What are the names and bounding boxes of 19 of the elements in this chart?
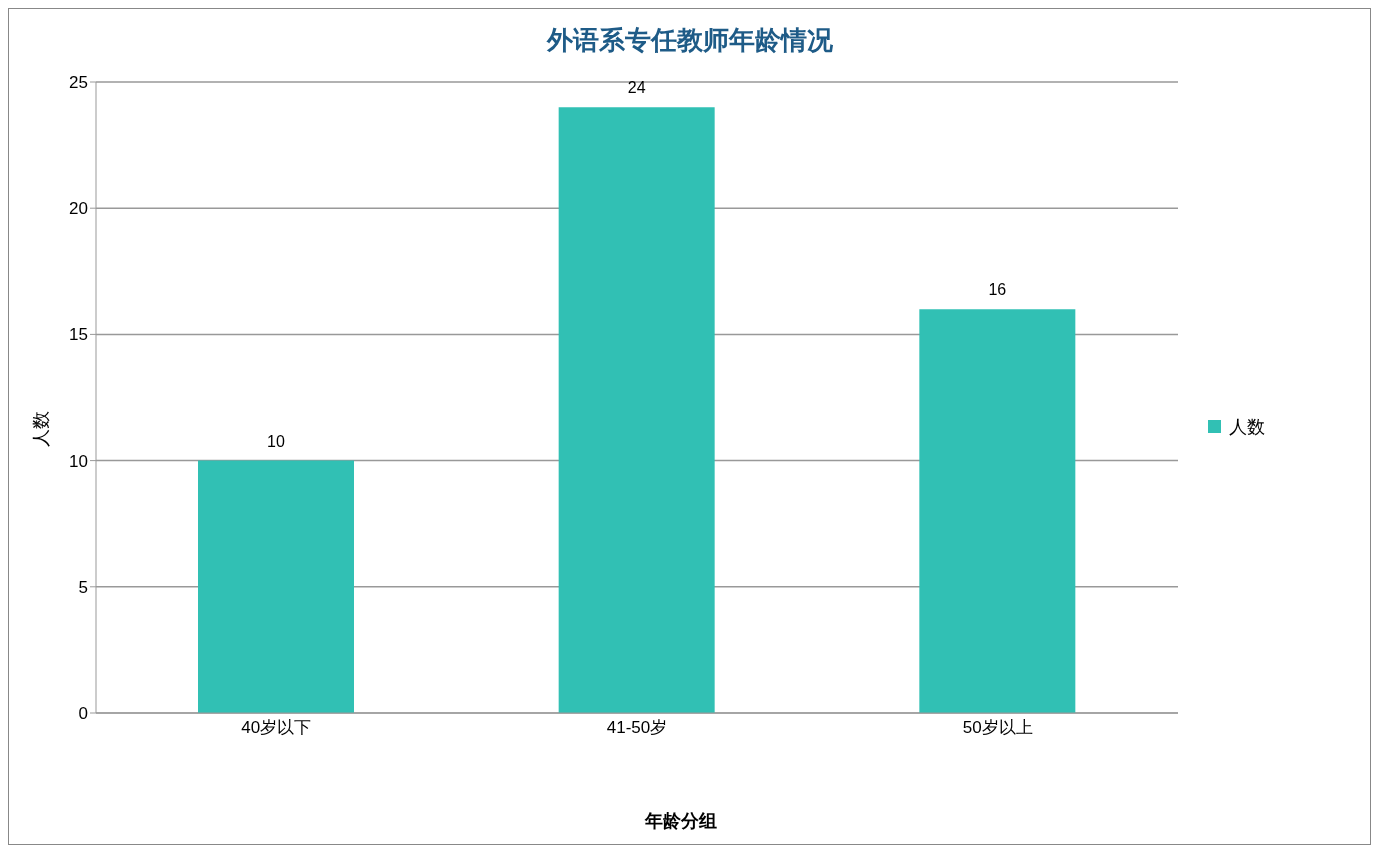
x-axis-title: 年龄分组 — [643, 810, 718, 833]
legend-label: 人数 — [1228, 415, 1265, 439]
bar — [198, 460, 354, 713]
x-tick-label: 41-50岁 — [606, 718, 668, 738]
data-label: 16 — [988, 281, 1007, 299]
data-label: 24 — [627, 79, 646, 97]
y-tick-label: 25 — [69, 73, 88, 93]
y-tick-label: 10 — [69, 451, 88, 471]
data-label: 10 — [267, 432, 285, 450]
bar — [558, 107, 715, 713]
y-tick-label: 20 — [69, 199, 88, 219]
y-tick-label: 0 — [78, 704, 88, 724]
y-axis-title: 人数 — [30, 411, 52, 447]
x-tick-label: 50岁以上 — [962, 718, 1033, 738]
bar — [919, 309, 1076, 713]
y-tick-label: 15 — [69, 325, 88, 345]
chart-title: 外语系专任教师年龄情况 — [545, 24, 834, 57]
x-tick-label: 40岁以下 — [241, 718, 312, 738]
y-tick-label: 5 — [78, 577, 88, 597]
